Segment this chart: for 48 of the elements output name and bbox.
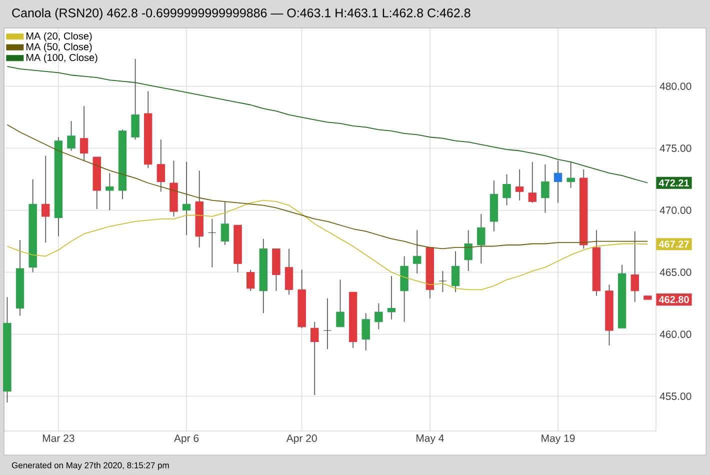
annotation: 472.21 [658,179,690,186]
x-tick-label: Apr 20 [286,434,317,444]
candlestick [374,302,383,330]
x-tick-label: May 4 [416,434,444,444]
x-tick-label: May 19 [542,434,575,444]
candlestick [451,250,460,293]
candlestick [336,279,344,328]
candlestick [515,168,524,201]
x-tick-label: Mar 23 [42,434,74,442]
x-tick-label: Apr 6 [174,434,199,444]
candlestick [310,321,319,396]
y-tick-label: 470.00 [660,206,692,214]
candlestick [387,276,396,320]
candlestick [106,172,114,211]
y-tick-label: 455.00 [660,392,692,400]
candlestick [502,174,511,206]
legend-label: MA (50, Close) [26,42,92,52]
candlestick [630,230,639,302]
candlestick [323,298,332,350]
candlestick [566,161,575,188]
candlestick [131,58,140,140]
y-tick-label: 480.00 [660,82,692,90]
candlestick [67,120,76,152]
legend-label: MA (20, Close) [26,32,92,42]
y-tick-label: 460.00 [660,330,692,338]
y-tick-label: 475.00 [660,144,692,152]
chart-title: Canola (RSN20) 462.8 -0.6999999999999886 — O:463.1 H:463.1 L:462.8 C:462.8 [12,8,470,20]
candlestick [438,270,447,293]
candlestick [528,161,536,204]
candlestick [208,218,216,268]
annotation: 462.80 [658,296,689,304]
candlestick [220,201,230,246]
candlestick [477,214,486,264]
legend-label: MA (100, Close) [26,54,98,64]
candlestick [284,248,294,296]
candlestick [42,155,50,243]
candlestick [182,161,191,236]
candlestick [541,164,550,214]
candlestick [413,230,422,274]
candlestick [80,106,88,162]
text: Generated on May 27th 2020, 8:15:27 pm [12,462,169,470]
candlestick [554,160,562,204]
candlestick [362,312,370,351]
candlestick [464,230,472,272]
y-tick-label: 465.00 [660,268,692,276]
candlestick [246,269,255,292]
candlestick [156,139,166,192]
annotation: 467.27 [658,240,689,248]
